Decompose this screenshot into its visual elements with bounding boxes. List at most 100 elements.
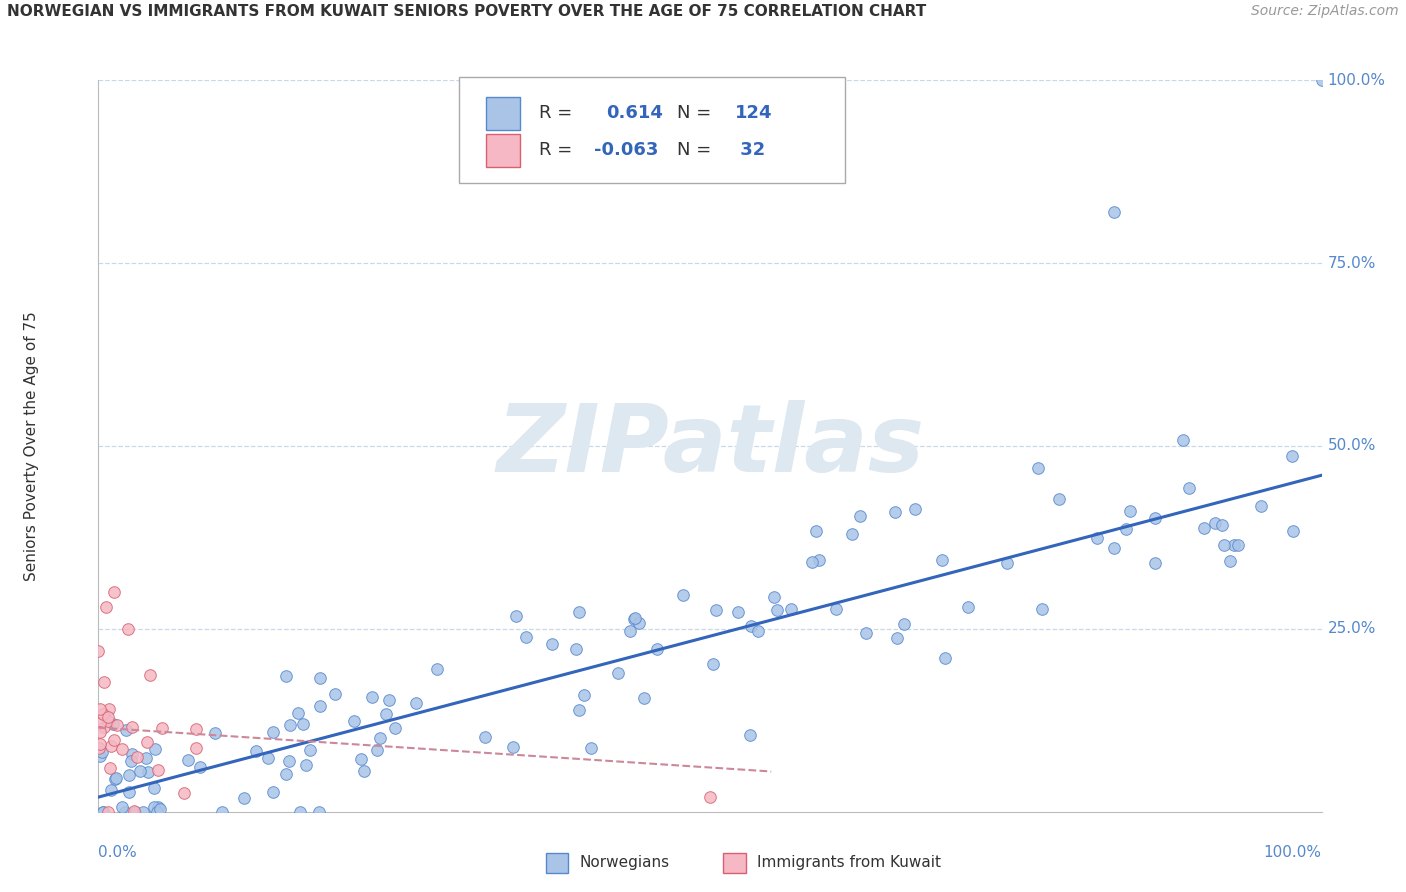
Point xyxy=(125,750,148,764)
Point xyxy=(375,706,398,721)
Point xyxy=(91,805,114,819)
Point xyxy=(276,669,298,683)
Point xyxy=(204,726,226,740)
FancyBboxPatch shape xyxy=(724,853,745,872)
Point xyxy=(426,662,449,676)
Text: Immigrants from Kuwait: Immigrants from Kuwait xyxy=(756,855,941,871)
Text: 124: 124 xyxy=(734,104,772,122)
Point xyxy=(893,617,915,632)
Point xyxy=(1085,531,1108,545)
Point xyxy=(361,690,384,704)
Point xyxy=(623,612,645,626)
Point xyxy=(97,714,120,728)
Text: 0.614: 0.614 xyxy=(606,104,664,122)
Point xyxy=(122,804,145,818)
Point xyxy=(115,723,138,738)
Point xyxy=(627,616,650,631)
Point xyxy=(274,767,297,781)
Point xyxy=(105,771,128,785)
Point xyxy=(256,751,278,765)
Point xyxy=(704,603,727,617)
FancyBboxPatch shape xyxy=(546,853,568,872)
Point xyxy=(747,624,769,639)
Point xyxy=(186,723,208,737)
Point xyxy=(148,800,170,814)
Point xyxy=(474,731,496,745)
Point xyxy=(91,805,114,819)
Point xyxy=(103,585,125,599)
Point xyxy=(342,714,364,728)
Point xyxy=(808,553,831,567)
Point xyxy=(1119,504,1142,518)
Point xyxy=(606,666,628,681)
Point xyxy=(177,753,200,767)
Point xyxy=(633,691,655,706)
Point xyxy=(1223,538,1246,552)
Point xyxy=(368,731,391,746)
Point xyxy=(89,725,111,739)
Point xyxy=(262,785,284,799)
Text: NORWEGIAN VS IMMIGRANTS FROM KUWAIT SENIORS POVERTY OVER THE AGE OF 75 CORRELATI: NORWEGIAN VS IMMIGRANTS FROM KUWAIT SENI… xyxy=(7,4,927,20)
Point xyxy=(931,552,953,566)
Point xyxy=(100,783,122,797)
Point xyxy=(121,747,143,761)
Point xyxy=(581,741,603,756)
Point xyxy=(574,688,596,702)
Point xyxy=(540,637,562,651)
Point xyxy=(129,764,152,779)
Text: 0.0%: 0.0% xyxy=(98,845,138,860)
Point xyxy=(245,744,267,758)
Point xyxy=(143,780,166,795)
Text: Source: ZipAtlas.com: Source: ZipAtlas.com xyxy=(1251,4,1399,19)
Point xyxy=(233,790,256,805)
Text: 75.0%: 75.0% xyxy=(1327,256,1376,270)
Point xyxy=(309,671,332,685)
Point xyxy=(995,556,1018,570)
Point xyxy=(89,702,111,716)
Text: 50.0%: 50.0% xyxy=(1327,439,1376,453)
Point xyxy=(515,630,537,644)
Point xyxy=(699,790,721,805)
Point xyxy=(288,805,311,819)
Point xyxy=(1102,541,1125,556)
Point xyxy=(135,751,157,765)
Point xyxy=(98,761,121,775)
Point xyxy=(1031,602,1053,616)
Point xyxy=(624,611,647,625)
FancyBboxPatch shape xyxy=(460,77,845,183)
Point xyxy=(824,601,846,615)
Point xyxy=(1143,556,1166,570)
Text: Seniors Poverty Over the Age of 75: Seniors Poverty Over the Age of 75 xyxy=(24,311,38,581)
Point xyxy=(291,716,314,731)
Point xyxy=(1226,538,1249,552)
Point xyxy=(298,743,321,757)
Point xyxy=(1115,522,1137,536)
Point xyxy=(1310,73,1333,87)
Point xyxy=(131,805,153,819)
Point xyxy=(884,505,907,519)
Point xyxy=(1173,433,1195,447)
Text: N =: N = xyxy=(678,104,717,122)
Point xyxy=(117,622,139,636)
Point xyxy=(278,718,301,732)
Point xyxy=(114,805,136,819)
Point xyxy=(702,657,724,671)
Point xyxy=(136,764,159,779)
Point xyxy=(855,625,877,640)
Point xyxy=(91,706,114,721)
Point xyxy=(1102,205,1125,219)
Text: 100.0%: 100.0% xyxy=(1327,73,1386,87)
Text: R =: R = xyxy=(538,104,578,122)
Point xyxy=(143,800,166,814)
Point xyxy=(149,802,172,816)
Point xyxy=(287,706,309,721)
Point xyxy=(1282,524,1305,538)
Point xyxy=(120,754,142,768)
Point xyxy=(904,501,927,516)
Point xyxy=(97,805,120,819)
Point xyxy=(1026,460,1049,475)
Point xyxy=(1194,521,1216,535)
Point xyxy=(740,619,762,633)
Point xyxy=(1213,538,1236,552)
Point xyxy=(645,641,668,656)
